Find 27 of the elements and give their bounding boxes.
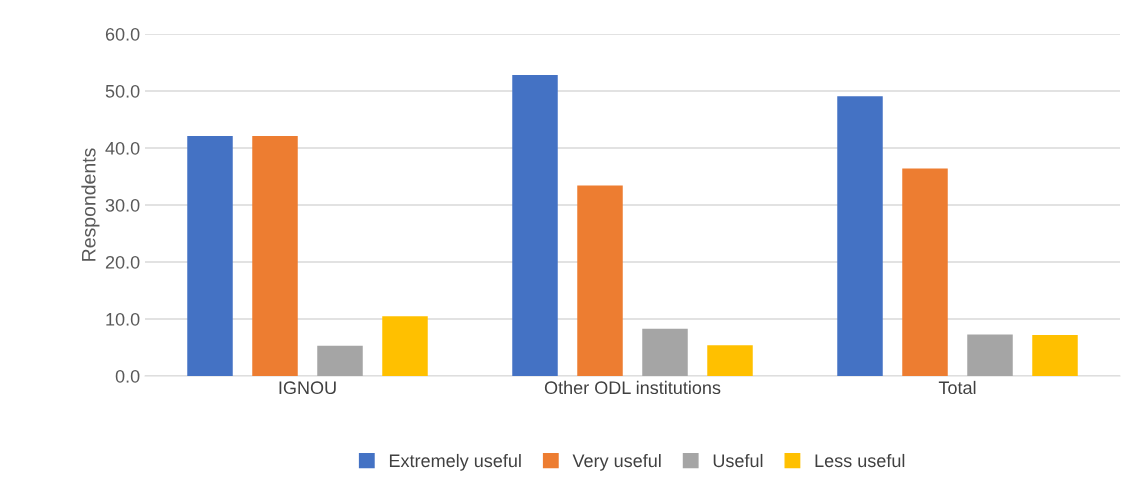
legend-label: Very useful: [572, 453, 661, 471]
y-tick-label: 10.0: [106, 312, 140, 326]
y-tick-label: 20.0: [105, 255, 140, 269]
bar: [512, 75, 558, 376]
bar: [1032, 334, 1078, 376]
x-tick-label: Total: [938, 380, 976, 395]
bar: [837, 96, 883, 376]
bar: [577, 185, 623, 376]
x-tick-label: Other ODL institutions: [544, 380, 721, 395]
bar: [187, 136, 233, 376]
bar: [382, 316, 428, 376]
bar: [967, 334, 1013, 376]
y-tick-label: 60.0: [105, 27, 140, 41]
y-tick-label: 50.0: [105, 84, 140, 98]
bar: [902, 168, 948, 376]
bar: [642, 328, 688, 376]
bar: [707, 345, 753, 376]
bar: [317, 345, 363, 376]
y-axis-title: Respondents: [81, 148, 100, 261]
legend-label: Useful: [713, 453, 763, 468]
legend-label: Less useful: [815, 453, 905, 468]
bar: [252, 136, 298, 376]
y-tick-label: 40.0: [105, 141, 140, 155]
y-tick-label: 0.0: [115, 369, 140, 383]
y-tick-label: 30.0: [105, 198, 140, 212]
legend-label: Extremely useful: [389, 453, 521, 471]
x-tick-label: IGNOU: [279, 381, 336, 395]
